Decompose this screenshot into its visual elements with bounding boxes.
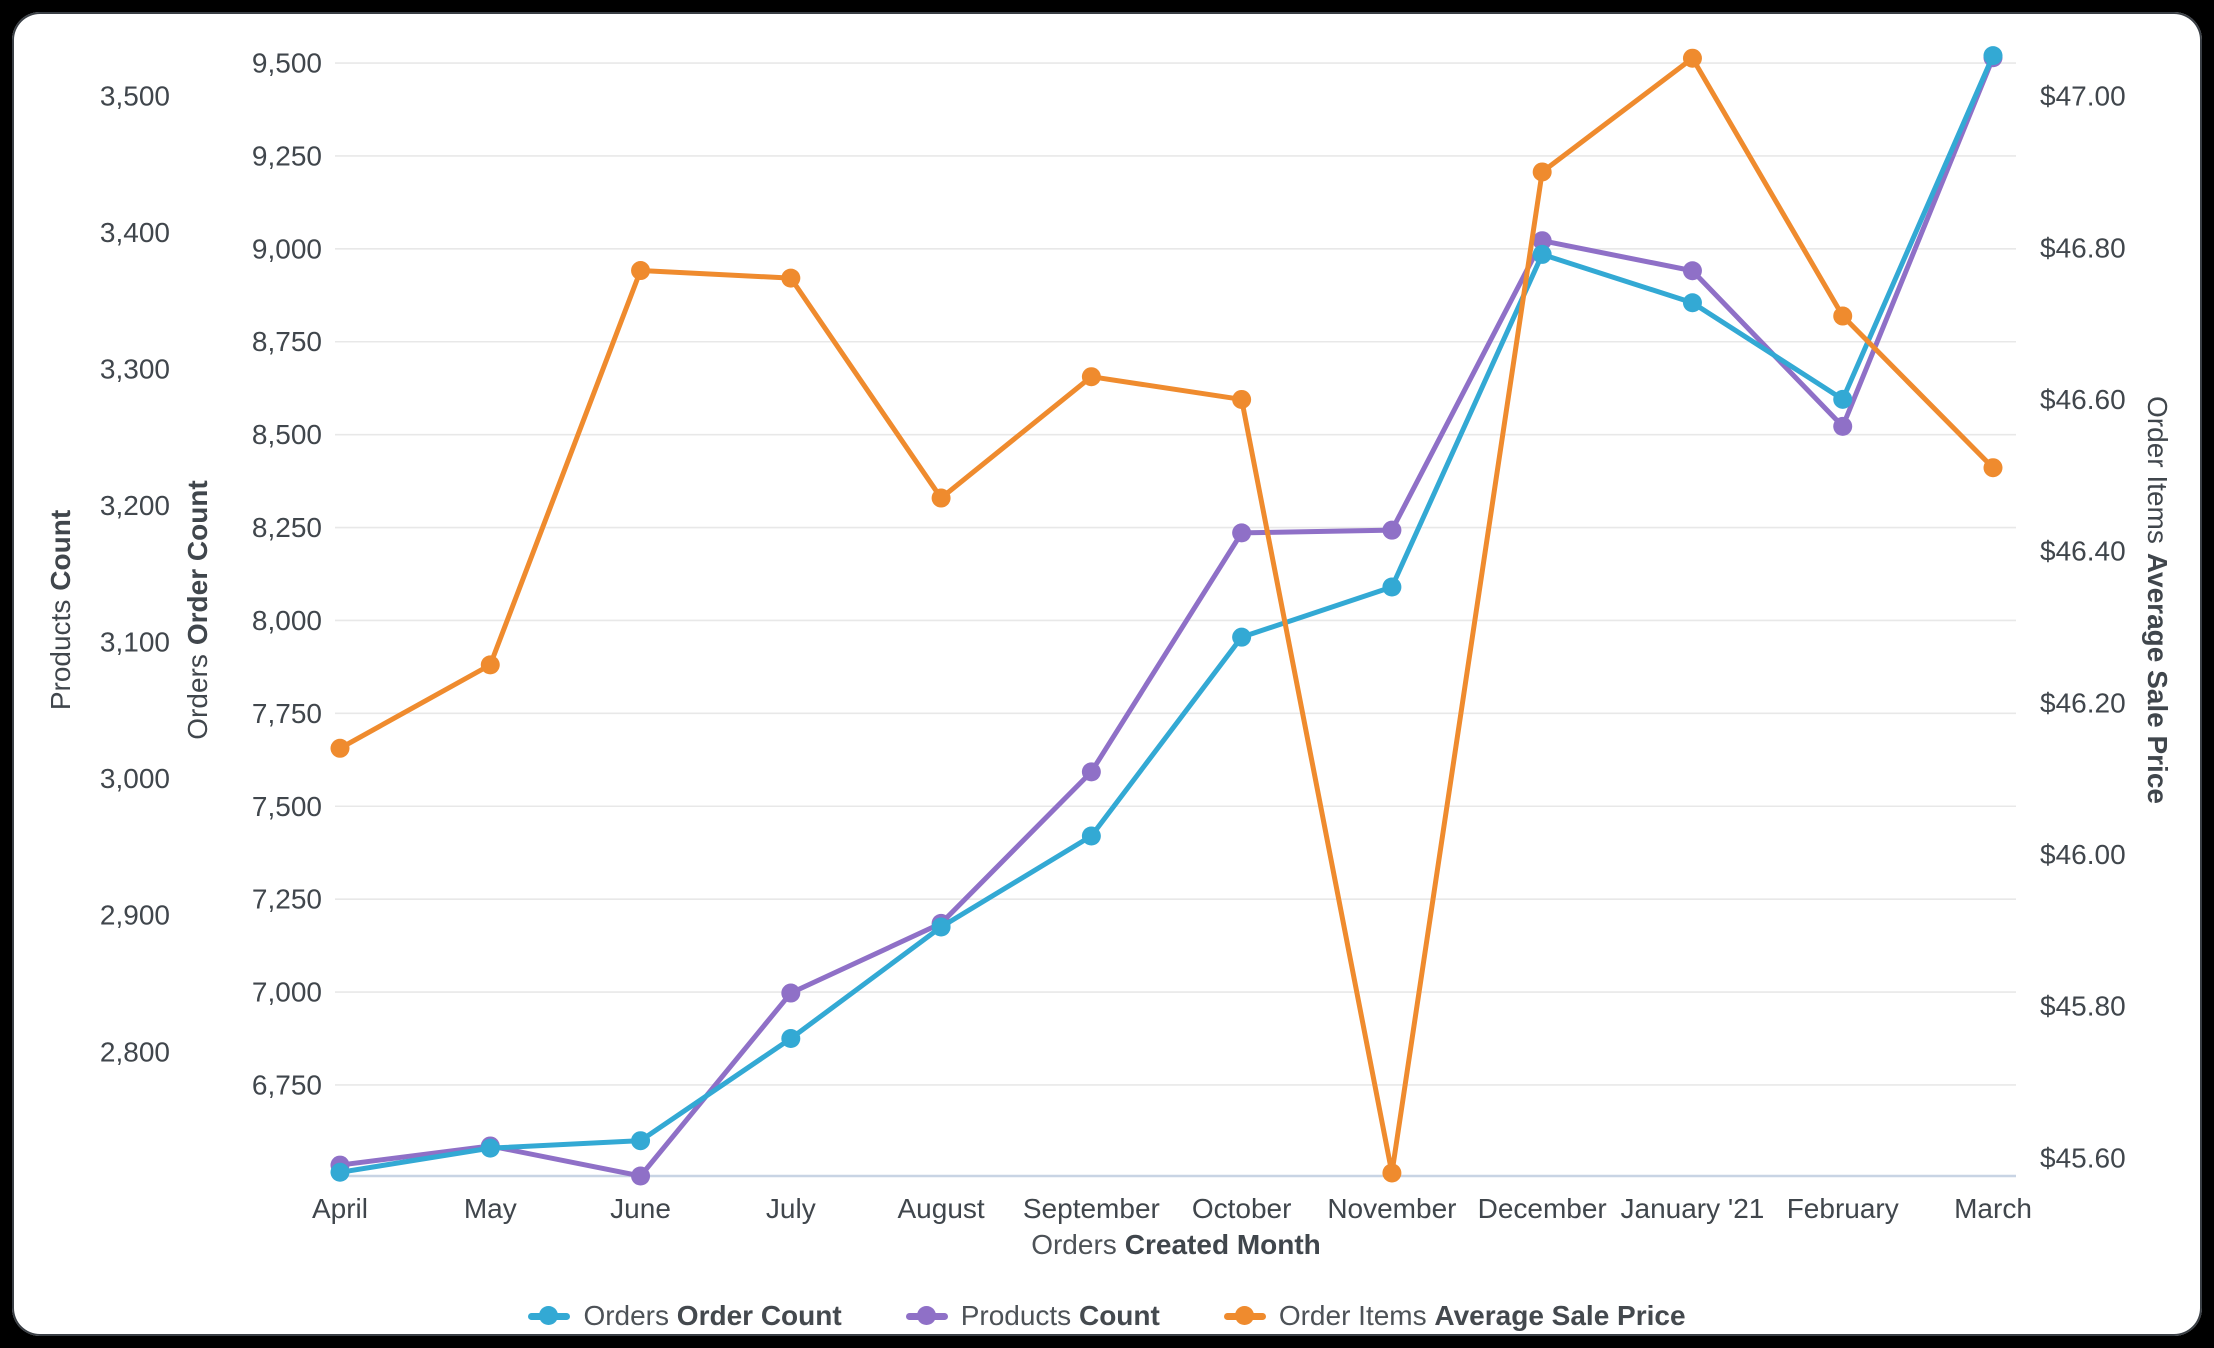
x-axis-label: August <box>898 1193 985 1224</box>
x-axis-title: Orders Created Month <box>1031 1229 1321 1260</box>
legend-label: Products Count <box>960 1300 1160 1331</box>
products-data-point[interactable] <box>1532 231 1552 251</box>
price-data-point[interactable] <box>631 261 651 281</box>
tick-label-orders: 7,250 <box>252 884 322 915</box>
y-axis-ticks-products: 3,500 3,400 3,300 3,200 3,100 3,000 2,900 2,800 <box>100 80 170 1067</box>
orders-data-point[interactable] <box>631 1131 651 1151</box>
tick-label-orders: 8,000 <box>252 605 322 636</box>
y-axis-ticks-price: $47.00 $46.80 $46.60 $46.40 $46.20 $46.00 $45.… <box>2040 81 2126 1174</box>
products-data-point[interactable] <box>631 1166 651 1186</box>
products-data-point[interactable] <box>1833 416 1853 436</box>
y-axis-title-price: Order ItemsAverage Sale Price <box>2142 396 2173 804</box>
tick-label-orders: 8,750 <box>252 326 322 357</box>
orders-data-point[interactable] <box>1682 293 1702 313</box>
price-data-point[interactable] <box>1232 389 1252 409</box>
tick-label-orders: 9,500 <box>252 48 322 79</box>
tick-label-products: 3,100 <box>100 627 170 658</box>
chart-card <box>12 12 2202 1336</box>
price-data-point[interactable] <box>1682 48 1702 68</box>
price-data-point[interactable] <box>1382 1163 1402 1183</box>
x-axis-label: January '21 <box>1621 1193 1765 1224</box>
tick-label-products: 3,200 <box>100 490 170 521</box>
y-axis-title-products: ProductsCount <box>45 510 76 710</box>
x-axis-label: June <box>610 1193 671 1224</box>
x-axis-label: October <box>1192 1193 1292 1224</box>
price-data-point[interactable] <box>480 655 500 675</box>
tick-label-price: $45.60 <box>2040 1142 2126 1173</box>
tick-label-price: $46.60 <box>2040 384 2126 415</box>
price-series-line <box>337 55 1996 1176</box>
legend-label: Orders Order Count <box>583 1300 842 1331</box>
orders-series-line <box>337 53 1996 1175</box>
x-axis-labels: April May June July August September October No… <box>312 1193 2032 1224</box>
x-axis-label: December <box>1478 1193 1607 1224</box>
legend-label: Order Items Average Sale Price <box>1278 1300 1686 1331</box>
price-data-point[interactable] <box>931 488 951 508</box>
orders-data-point[interactable] <box>330 1162 350 1182</box>
products-data-point[interactable] <box>1382 520 1402 540</box>
products-data-point[interactable] <box>1081 762 1101 782</box>
products-data-point[interactable] <box>1682 261 1702 281</box>
series-lines <box>330 46 2003 1186</box>
tick-label-products: 2,800 <box>100 1036 170 1067</box>
price-data-point[interactable] <box>330 738 350 758</box>
orders-series-marker-icon <box>528 1305 571 1327</box>
tick-label-orders: 7,750 <box>252 698 322 729</box>
tick-label-products: 3,000 <box>100 763 170 794</box>
y-axis-ticks-orders: 9,500 9,250 9,000 8,750 8,500 8,250 8,000 7,750… <box>252 48 322 1101</box>
x-axis-label: July <box>766 1193 816 1224</box>
legend: Orders Order Count Products Count Order … <box>0 1300 2214 1332</box>
tick-label-products: 2,900 <box>100 900 170 931</box>
x-axis-label: November <box>1327 1193 1456 1224</box>
tick-label-orders: 7,500 <box>252 791 322 822</box>
gridlines <box>335 62 2016 1086</box>
tick-label-products: 3,500 <box>100 80 170 111</box>
tick-label-products: 3,400 <box>100 217 170 248</box>
tick-label-orders: 8,500 <box>252 419 322 450</box>
orders-data-point[interactable] <box>1833 389 1853 409</box>
y-axis-title-orders: OrdersOrder Count <box>182 480 213 739</box>
orders-data-point[interactable] <box>931 917 951 937</box>
orders-data-point[interactable] <box>1983 46 2003 66</box>
x-axis-label: March <box>1954 1193 2032 1224</box>
price-series-marker-icon <box>1223 1305 1266 1327</box>
legend-item-price[interactable]: Order Items Average Sale Price <box>1223 1300 1686 1332</box>
legend-item-products[interactable]: Products Count <box>905 1300 1160 1332</box>
tick-label-price: $47.00 <box>2040 81 2126 112</box>
orders-data-point[interactable] <box>1382 577 1402 597</box>
tick-label-orders: 9,000 <box>252 233 322 264</box>
tick-label-price: $46.80 <box>2040 232 2126 263</box>
tick-label-price: $46.00 <box>2040 839 2126 870</box>
price-data-point[interactable] <box>781 268 801 288</box>
price-data-point[interactable] <box>1081 367 1101 387</box>
products-series-line <box>337 55 1996 1179</box>
products-series-marker-icon <box>905 1305 948 1327</box>
tick-label-orders: 8,250 <box>252 512 322 543</box>
tick-label-products: 3,300 <box>100 354 170 385</box>
orders-data-point[interactable] <box>781 1029 801 1049</box>
x-axis-label: May <box>464 1193 517 1224</box>
x-axis-label: February <box>1787 1193 1899 1224</box>
tick-label-price: $45.80 <box>2040 991 2126 1022</box>
products-data-point[interactable] <box>1232 523 1252 543</box>
tick-label-orders: 7,000 <box>252 977 322 1008</box>
orders-data-point[interactable] <box>1081 826 1101 846</box>
tick-label-orders: 6,750 <box>252 1069 322 1100</box>
legend-item-orders[interactable]: Orders Order Count <box>528 1300 842 1332</box>
tick-label-price: $46.20 <box>2040 687 2126 718</box>
price-data-point[interactable] <box>1833 306 1853 326</box>
price-data-point[interactable] <box>1532 162 1552 182</box>
tick-label-orders: 9,250 <box>252 140 322 171</box>
orders-data-point[interactable] <box>480 1138 500 1158</box>
orders-data-point[interactable] <box>1232 627 1252 647</box>
x-axis-label: September <box>1023 1193 1160 1224</box>
tick-label-price: $46.40 <box>2040 536 2126 567</box>
orders-data-point[interactable] <box>1532 244 1552 264</box>
products-data-point[interactable] <box>781 983 801 1003</box>
x-axis-label: April <box>312 1193 368 1224</box>
price-data-point[interactable] <box>1983 458 2003 478</box>
